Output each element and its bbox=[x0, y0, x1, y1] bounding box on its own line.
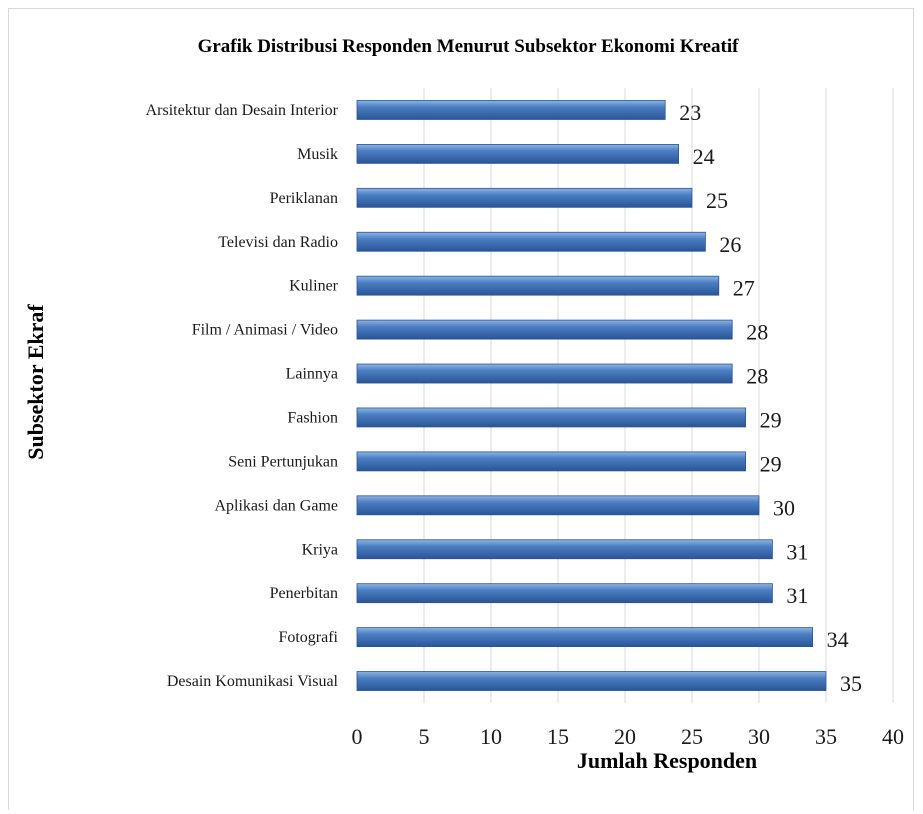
category-label: Fotografi bbox=[278, 629, 338, 646]
category-label: Fashion bbox=[287, 409, 338, 426]
bar bbox=[356, 583, 773, 604]
bar bbox=[356, 451, 747, 472]
x-tick-label: 15 bbox=[547, 724, 569, 749]
data-label: 29 bbox=[760, 451, 782, 476]
data-label: 25 bbox=[706, 188, 728, 213]
data-label: 30 bbox=[773, 495, 795, 520]
x-tick-label: 35 bbox=[815, 724, 837, 749]
category-label: Film / Animasi / Video bbox=[192, 322, 338, 339]
x-tick-labels: 0 5 10 15 20 25 30 35 40 bbox=[352, 724, 905, 749]
category-label: Kuliner bbox=[289, 278, 339, 295]
y-axis-title: Subsektor Ekraf bbox=[23, 304, 48, 460]
bar bbox=[356, 539, 773, 560]
x-tick-label: 25 bbox=[681, 724, 703, 749]
x-tick-label: 5 bbox=[419, 724, 430, 749]
data-label: 31 bbox=[786, 539, 808, 564]
chart-frame bbox=[8, 8, 914, 810]
x-axis-title: Jumlah Responden bbox=[577, 748, 757, 773]
category-label: Penerbitan bbox=[270, 585, 338, 602]
bar bbox=[356, 407, 747, 428]
category-label: Desain Komunikasi Visual bbox=[167, 673, 339, 690]
x-tick-label: 0 bbox=[352, 724, 363, 749]
bar bbox=[356, 275, 720, 296]
category-labels: Arsitektur dan Desain Interior Musik Perik… bbox=[146, 102, 339, 690]
chart-title: Grafik Distribusi Responden Menurut Subs… bbox=[198, 36, 740, 57]
data-label: 28 bbox=[746, 320, 768, 345]
bar bbox=[356, 363, 733, 384]
bar bbox=[356, 231, 706, 252]
x-tick-label: 20 bbox=[614, 724, 636, 749]
bar bbox=[356, 143, 680, 164]
category-label: Musik bbox=[297, 146, 338, 163]
bar bbox=[356, 495, 760, 516]
data-label: 24 bbox=[693, 144, 715, 169]
category-label: Aplikasi dan Game bbox=[214, 497, 338, 514]
gridlines bbox=[423, 88, 894, 703]
bars bbox=[356, 100, 827, 691]
category-label: Seni Pertunjukan bbox=[228, 453, 338, 470]
data-label: 26 bbox=[719, 232, 741, 257]
data-label: 35 bbox=[840, 671, 862, 696]
x-tick-label: 30 bbox=[748, 724, 770, 749]
data-label: 27 bbox=[733, 276, 755, 301]
bar bbox=[356, 671, 827, 691]
category-label: Periklanan bbox=[270, 190, 338, 207]
data-labels: 23 24 25 26 27 28 28 29 29 30 31 31 34 35 bbox=[679, 100, 862, 696]
data-label: 23 bbox=[679, 100, 701, 125]
category-label: Kriya bbox=[302, 541, 338, 558]
x-tick-label: 10 bbox=[480, 724, 502, 749]
bar bbox=[356, 100, 666, 120]
bar bbox=[356, 187, 693, 208]
data-label: 29 bbox=[760, 407, 782, 432]
bar bbox=[356, 319, 733, 340]
category-label: Lainnya bbox=[286, 366, 338, 383]
data-label: 28 bbox=[746, 364, 768, 389]
bar bbox=[356, 627, 814, 648]
data-label: 31 bbox=[786, 583, 808, 608]
data-label: 34 bbox=[827, 627, 849, 652]
category-label: Arsitektur dan Desain Interior bbox=[146, 102, 339, 119]
x-tick-label: 40 bbox=[882, 724, 904, 749]
category-label: Televisi dan Radio bbox=[218, 234, 338, 251]
